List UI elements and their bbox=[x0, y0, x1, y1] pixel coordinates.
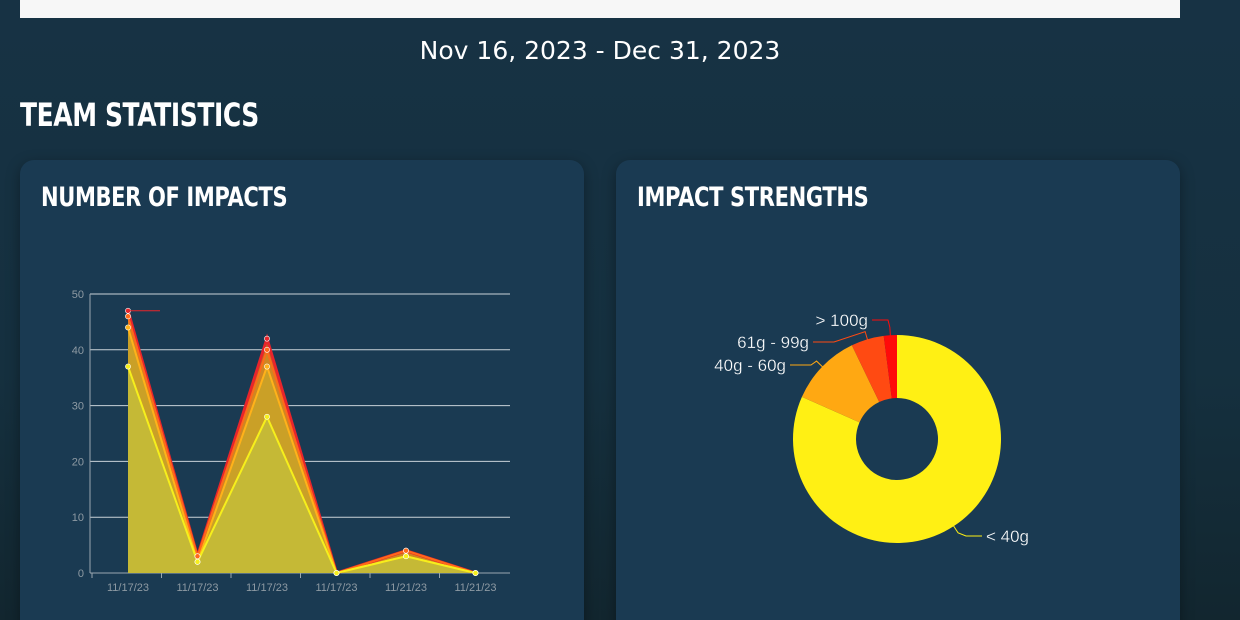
x-tick-label: 11/21/23 bbox=[454, 582, 496, 594]
impacts-card-title: NUMBER OF IMPACTS bbox=[41, 182, 288, 213]
slice-label: > 100g bbox=[816, 311, 868, 330]
impacts-card: NUMBER OF IMPACTS 0 10 20 30 40 50 11/17/23 11/… bbox=[20, 160, 584, 620]
slice-label: 61g - 99g bbox=[737, 333, 809, 352]
x-tick-label: 11/17/23 bbox=[315, 582, 357, 594]
data-point bbox=[403, 553, 409, 560]
x-tick-label: 11/17/23 bbox=[176, 582, 218, 594]
data-point bbox=[264, 413, 270, 420]
x-tick-label: 11/21/23 bbox=[385, 582, 427, 594]
x-tick-label: 11/17/23 bbox=[107, 582, 149, 594]
slice-leader-line bbox=[813, 330, 869, 343]
data-point bbox=[125, 363, 131, 370]
data-point bbox=[472, 570, 479, 576]
series-line bbox=[127, 366, 476, 575]
data-point bbox=[125, 313, 131, 320]
donut-slice bbox=[801, 345, 880, 423]
donut-slice bbox=[883, 335, 897, 399]
series-area bbox=[128, 316, 476, 573]
data-point bbox=[194, 558, 201, 565]
data-point bbox=[264, 346, 270, 353]
slice-label: < 40g bbox=[986, 527, 1029, 546]
y-tick-label: 30 bbox=[72, 401, 84, 413]
impacts-chart: 0 10 20 30 40 50 11/17/23 11/17/23 11/17/23 11/17… bbox=[72, 289, 510, 594]
slice-leader-line bbox=[952, 524, 982, 537]
slice-leader-line bbox=[790, 360, 825, 369]
strengths-chart: < 40g 40g - 60g 61g - 99g > 100g bbox=[714, 311, 1029, 546]
donut-slice bbox=[851, 335, 892, 403]
x-tick-label: 11/17/23 bbox=[246, 582, 288, 594]
data-point bbox=[194, 553, 201, 560]
strengths-card: IMPACT STRENGTHS < 40g 40g - 60g 61g - 99g… bbox=[616, 160, 1180, 620]
strengths-card-title: IMPACT STRENGTHS bbox=[637, 182, 869, 213]
slice-leader-line bbox=[872, 319, 891, 338]
data-point bbox=[333, 570, 340, 576]
donut-slice bbox=[793, 335, 1001, 543]
y-tick-label: 50 bbox=[72, 289, 84, 301]
data-point bbox=[403, 547, 409, 554]
y-tick-label: 10 bbox=[72, 512, 84, 524]
data-point bbox=[125, 324, 131, 331]
data-point bbox=[264, 363, 270, 370]
slice-label: 40g - 60g bbox=[714, 356, 786, 375]
y-tick-label: 40 bbox=[72, 345, 84, 357]
top-filter-bar[interactable] bbox=[20, 0, 1180, 18]
y-tick-label: 20 bbox=[72, 456, 84, 468]
y-tick-label: 0 bbox=[78, 568, 84, 580]
series-line bbox=[127, 316, 476, 575]
data-point bbox=[264, 335, 270, 342]
date-range-label: Nov 16, 2023 - Dec 31, 2023 bbox=[419, 36, 781, 65]
series-area bbox=[128, 366, 476, 573]
section-title: TEAM STATISTICS bbox=[20, 96, 259, 134]
